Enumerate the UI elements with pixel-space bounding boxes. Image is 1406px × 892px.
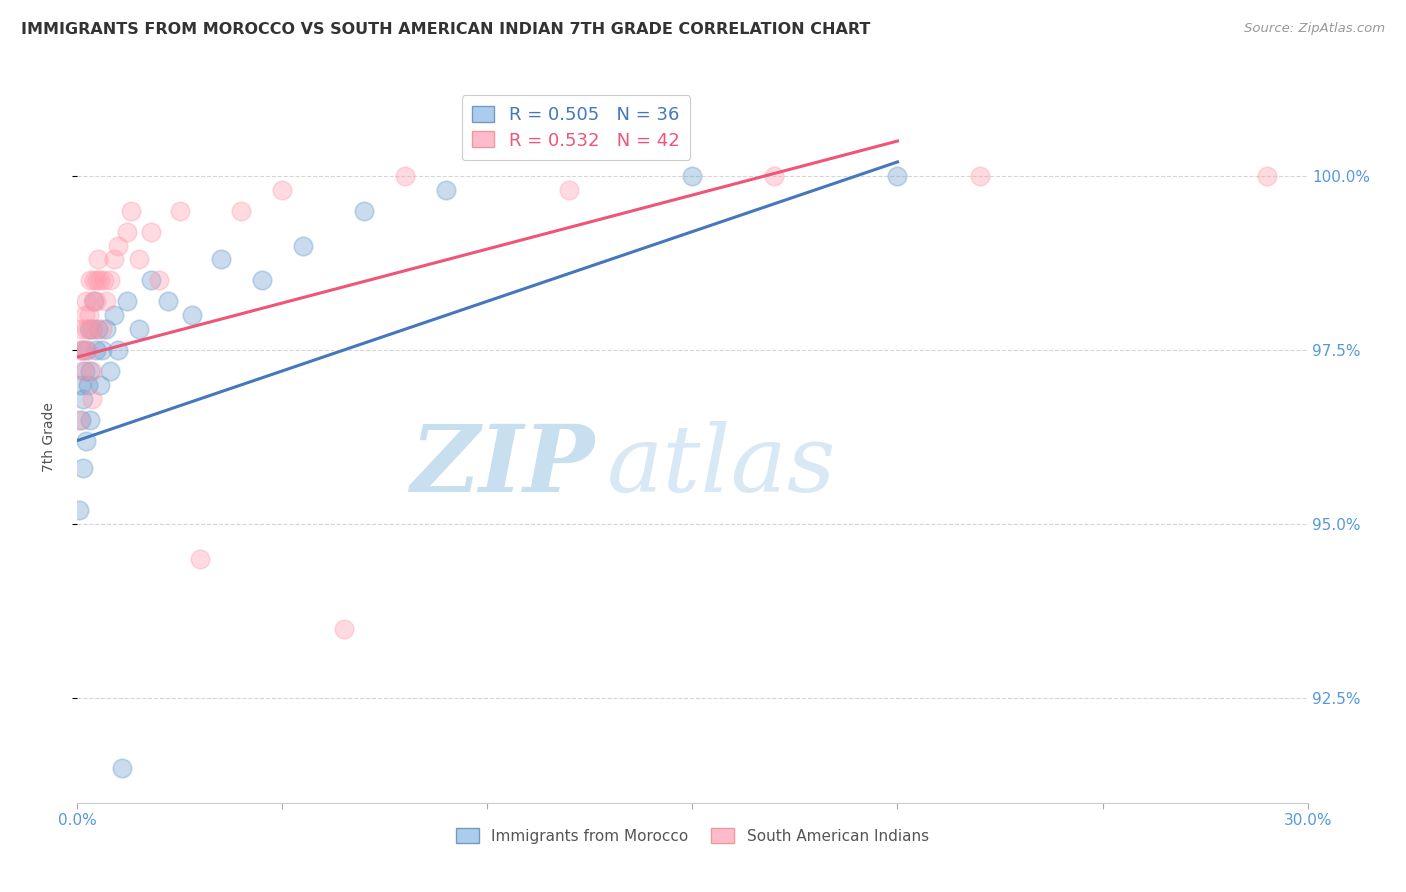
Point [436,183,458,197]
Point [86,273,108,287]
Point [271,183,294,197]
Point [169,203,191,218]
Point [72,461,94,475]
Point [83,273,105,287]
Point [75,322,97,336]
Point [115,294,138,309]
Point [333,622,356,636]
Point [83,322,105,336]
Point [79,412,101,426]
Text: atlas: atlas [606,421,835,511]
Point [84,294,107,309]
Point [79,364,101,378]
Point [76,343,98,357]
Point [87,322,110,336]
Point [70,343,93,357]
Point [94,322,117,336]
Point [72,392,94,406]
Text: Source: ZipAtlas.com: Source: ZipAtlas.com [1244,22,1385,36]
Point [75,434,97,448]
Point [67,503,90,517]
Point [75,343,97,357]
Point [188,552,212,566]
Point [141,225,163,239]
Point [128,322,150,336]
Point [111,761,134,775]
Point [148,273,170,287]
Point [89,377,111,392]
Point [886,169,908,183]
Text: ZIP: ZIP [409,421,595,511]
Point [394,169,416,183]
Point [83,294,105,309]
Point [70,377,93,392]
Point [73,308,96,322]
Point [79,273,101,287]
Point [80,322,103,336]
Point [682,169,704,183]
Point [156,294,179,309]
Point [80,392,103,406]
Point [67,412,90,426]
Point [93,273,115,287]
Point [115,225,138,239]
Point [89,273,111,287]
Point [103,308,125,322]
Point [69,412,91,426]
Point [120,203,142,218]
Point [291,238,314,252]
Point [969,169,991,183]
Point [76,377,98,392]
Point [181,308,204,322]
Point [353,203,375,218]
Point [90,343,114,357]
Point [98,364,121,378]
Point [72,343,94,357]
Point [82,294,104,309]
Point [70,364,93,378]
Point [77,308,100,322]
Point [87,252,110,267]
Point [70,322,93,336]
Point [98,273,121,287]
Y-axis label: 7th Grade: 7th Grade [42,402,56,472]
Point [94,294,117,309]
Legend: Immigrants from Morocco, South American Indians: Immigrants from Morocco, South American … [450,822,935,850]
Point [128,252,150,267]
Point [209,252,232,267]
Point [558,183,581,197]
Point [1256,169,1278,183]
Point [103,252,125,267]
Point [141,273,163,287]
Point [84,343,107,357]
Point [77,322,100,336]
Point [75,294,97,309]
Point [231,203,253,218]
Point [250,273,273,287]
Point [80,364,103,378]
Point [69,343,91,357]
Point [79,322,101,336]
Point [107,238,129,252]
Point [73,364,96,378]
Point [90,322,114,336]
Point [107,343,129,357]
Text: IMMIGRANTS FROM MOROCCO VS SOUTH AMERICAN INDIAN 7TH GRADE CORRELATION CHART: IMMIGRANTS FROM MOROCCO VS SOUTH AMERICA… [21,22,870,37]
Point [763,169,786,183]
